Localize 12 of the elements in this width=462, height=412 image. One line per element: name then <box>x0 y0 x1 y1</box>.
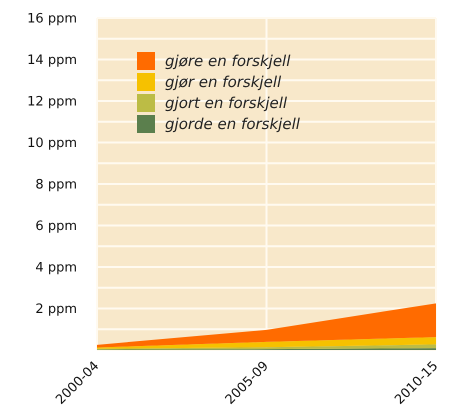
y-tick-label: 16 ppm <box>27 12 77 27</box>
y-tick-label: 6 ppm <box>35 219 77 234</box>
legend-label: gjorde en forskjell <box>165 114 300 132</box>
y-tick-label: 2 ppm <box>35 302 77 318</box>
legend-label: gjort en forskjell <box>165 94 288 112</box>
y-tick-label: 14 ppm <box>27 53 77 68</box>
y-tick-label: 8 ppm <box>35 178 77 193</box>
legend-label: gjøre en forskjell <box>165 52 290 70</box>
y-tick-label: 12 ppm <box>27 94 77 110</box>
y-tick-label: 4 ppm <box>35 260 77 276</box>
legend-label: gjør en forskjell <box>165 72 282 90</box>
y-tick-label: 10 ppm <box>27 136 77 152</box>
